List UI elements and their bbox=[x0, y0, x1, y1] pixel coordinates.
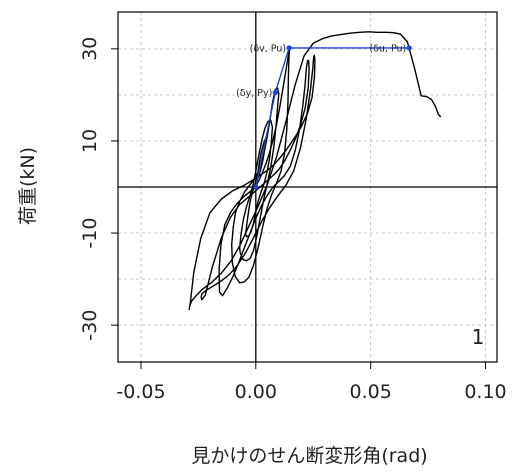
envelope-point bbox=[253, 184, 259, 190]
hysteresis-curve bbox=[188, 31, 442, 311]
x-tick-label: 0.05 bbox=[350, 381, 392, 403]
x-axis-label: 見かけのせん断変形角(rad) bbox=[191, 445, 427, 467]
envelope-layer: (δy, Py) (δv, Pu) (δu, Pu) bbox=[236, 43, 412, 190]
x-tick-label: 0.00 bbox=[235, 381, 277, 403]
envelope-point bbox=[272, 89, 278, 96]
y-tick-label: 30 bbox=[79, 37, 101, 61]
y-axis-ticks: -30 -10 10 30 bbox=[79, 37, 118, 341]
envelope-line bbox=[255, 47, 410, 188]
y-tick-label: 10 bbox=[79, 129, 101, 153]
envelope-point bbox=[286, 45, 292, 51]
x-tick-label: 0.10 bbox=[464, 381, 506, 403]
panel-label: 1 bbox=[472, 325, 485, 349]
envelope-point bbox=[406, 45, 412, 51]
envelope-point-label: (δu, Pu) bbox=[369, 43, 406, 54]
y-tick-label: -30 bbox=[79, 310, 101, 341]
x-axis-ticks: -0.05 0.00 0.05 0.10 bbox=[116, 362, 507, 403]
x-tick-label: -0.05 bbox=[116, 381, 165, 403]
envelope-point-label: (δv, Pu) bbox=[250, 43, 286, 54]
series-layer bbox=[188, 31, 442, 311]
y-tick-label: -10 bbox=[79, 218, 101, 249]
envelope-point-label: (δy, Py) bbox=[236, 88, 272, 99]
y-axis-label: 荷重(kN) bbox=[17, 147, 39, 225]
plot-frame bbox=[117, 11, 498, 363]
